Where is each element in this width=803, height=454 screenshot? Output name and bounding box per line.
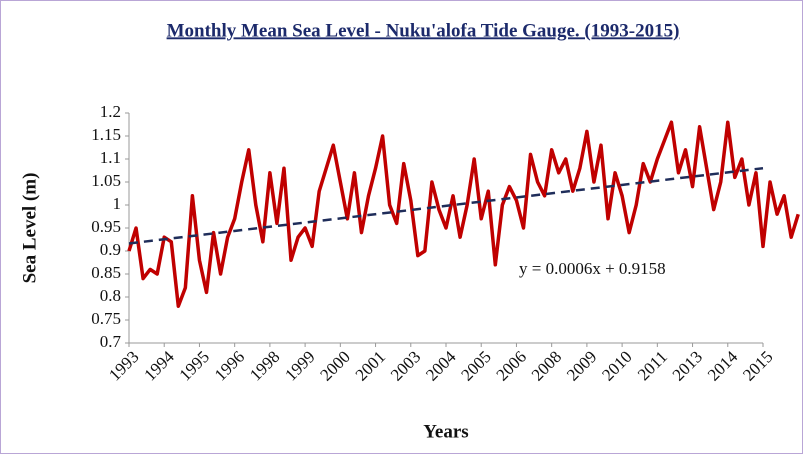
x-tick-label: 2009 (563, 347, 600, 384)
x-tick-label: 2010 (598, 347, 635, 384)
y-tick-label: 1.15 (91, 125, 121, 144)
x-tick-label: 1993 (105, 347, 142, 384)
x-tick-label: 2011 (634, 347, 671, 384)
x-tick-label: 1995 (176, 347, 213, 384)
x-tick-label: 2014 (704, 347, 742, 385)
x-tick-label: 2005 (457, 347, 494, 384)
x-tick-label: 2006 (493, 347, 530, 384)
y-tick-label: 1.05 (91, 171, 121, 190)
x-tick-label: 2003 (387, 347, 424, 384)
x-tick-label: 2000 (316, 347, 353, 384)
y-tick-label: 0.8 (100, 286, 121, 305)
x-tick-label: 1996 (211, 347, 248, 384)
x-tick-label: 2015 (739, 347, 776, 384)
x-tick-label: 1999 (281, 347, 318, 384)
chart-title: Monthly Mean Sea Level - Nuku'alofa Tide… (167, 20, 680, 41)
y-tick-label: 0.85 (91, 263, 121, 282)
x-tick-label: 1998 (246, 347, 283, 384)
x-tick-label: 1994 (140, 347, 178, 385)
x-tick-label: 2008 (528, 347, 565, 384)
y-tick-label: 1.2 (100, 102, 121, 121)
trend-equation: y = 0.0006x + 0.9158 (519, 259, 666, 278)
y-axis-title: Sea Level (m) (19, 173, 40, 284)
y-tick-label: 0.95 (91, 217, 121, 236)
trend-line (128, 166, 764, 245)
x-axis-title: Years (423, 421, 468, 442)
x-tick-label: 2001 (352, 347, 389, 384)
x-tick-label: 2013 (669, 347, 706, 384)
data-line (127, 120, 800, 308)
y-tick-label: 1.1 (100, 148, 121, 167)
y-tick-label: 0.75 (91, 309, 121, 328)
x-tick-label: 2004 (422, 347, 460, 385)
y-tick-label: 1 (113, 194, 122, 213)
y-tick-label: 0.9 (100, 240, 121, 259)
y-tick-label: 0.7 (100, 332, 122, 351)
